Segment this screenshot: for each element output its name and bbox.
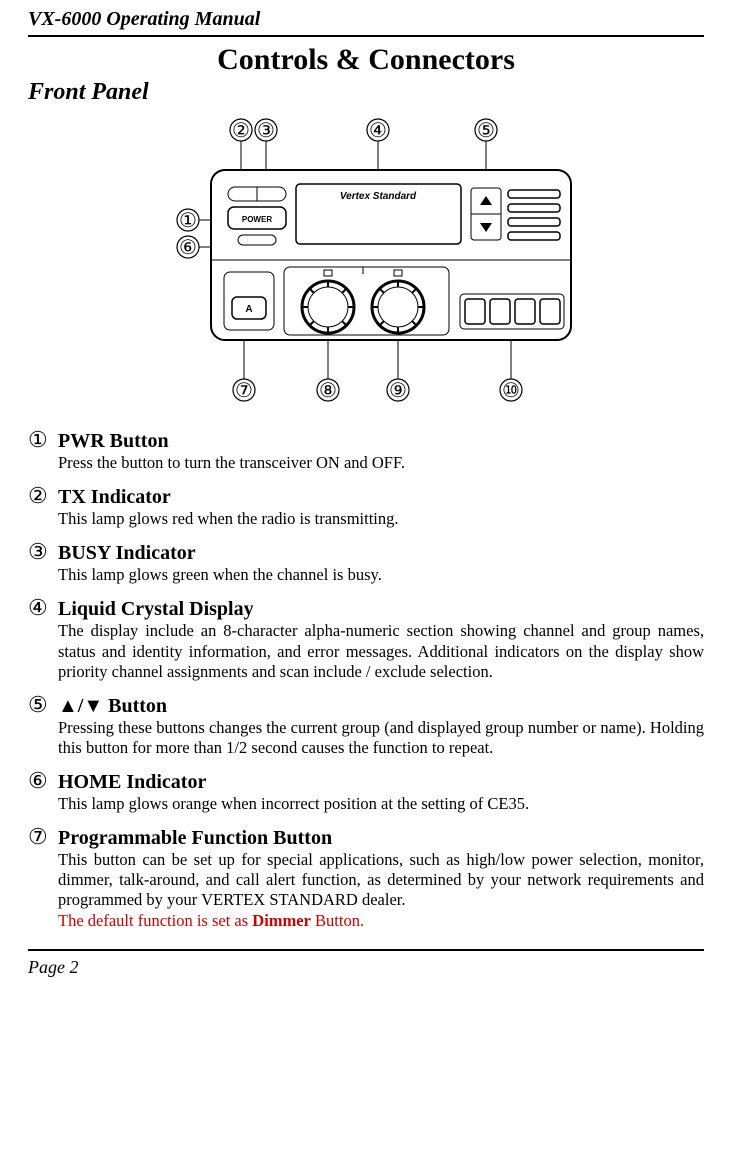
item-updown-button: ⑤ ▲/▼ Button Pressing these buttons chan…	[28, 692, 704, 758]
item-lcd: ④ Liquid Crystal Display The display inc…	[28, 595, 704, 681]
page-title: Controls & Connectors	[28, 43, 704, 77]
item-body: This lamp glows orange when incorrect po…	[58, 794, 704, 814]
item-body: The display include an 8-character alpha…	[58, 621, 704, 681]
prog-red-suffix: Button.	[311, 911, 364, 930]
item-title: BUSY Indicator	[58, 542, 196, 565]
callout-7: ⑦	[235, 380, 253, 402]
item-body: Press the button to turn the transceiver…	[58, 453, 704, 473]
callout-4: ④	[369, 120, 387, 142]
power-button-label: POWER	[242, 215, 272, 224]
display-text: Vertex Standard	[340, 191, 417, 202]
callout-1: ①	[179, 210, 197, 232]
callout-3: ③	[257, 120, 275, 142]
manual-header: VX-6000 Operating Manual	[28, 8, 704, 31]
section-title: Front Panel	[28, 79, 704, 106]
item-title: Programmable Function Button	[58, 827, 332, 850]
item-title: Liquid Crystal Display	[58, 598, 254, 621]
footer-rule	[28, 949, 704, 951]
item-body: This lamp glows red when the radio is tr…	[58, 509, 704, 529]
prog-body-main: This button can be set up for special ap…	[58, 850, 704, 909]
item-number: ①	[28, 427, 58, 453]
header-rule	[28, 35, 704, 37]
item-number: ②	[28, 483, 58, 509]
item-title: ▲/▼ Button	[58, 695, 167, 718]
item-pwr-button: ① PWR Button Press the button to turn th…	[28, 427, 704, 473]
callout-8: ⑧	[319, 380, 337, 402]
item-body: This button can be set up for special ap…	[58, 850, 704, 931]
item-title: TX Indicator	[58, 486, 171, 509]
item-number: ④	[28, 595, 58, 621]
item-tx-indicator: ② TX Indicator This lamp glows red when …	[28, 483, 704, 529]
a-button-label: A	[245, 304, 252, 315]
front-panel-diagram: ② ③ ④ ⑤ ① ⑥ ⑦ ⑧ ⑨	[28, 112, 704, 417]
callout-2: ②	[232, 120, 250, 142]
item-prog-func-button: ⑦ Programmable Function Button This butt…	[28, 824, 704, 931]
prog-red-prefix: The default function is set as	[58, 911, 252, 930]
callout-9: ⑨	[389, 380, 407, 402]
item-number: ⑦	[28, 824, 58, 850]
item-title: HOME Indicator	[58, 771, 206, 794]
item-title: PWR Button	[58, 430, 169, 453]
item-body: Pressing these buttons changes the curre…	[58, 718, 704, 758]
callout-10: ⑩	[502, 380, 520, 402]
item-number: ⑤	[28, 692, 58, 718]
callout-6: ⑥	[179, 237, 197, 259]
item-number: ③	[28, 539, 58, 565]
prog-red-bold: Dimmer	[252, 911, 311, 930]
page-number: Page 2	[28, 957, 704, 978]
item-number: ⑥	[28, 768, 58, 794]
item-home-indicator: ⑥ HOME Indicator This lamp glows orange …	[28, 768, 704, 814]
item-body: This lamp glows green when the channel i…	[58, 565, 704, 585]
item-busy-indicator: ③ BUSY Indicator This lamp glows green w…	[28, 539, 704, 585]
callout-5: ⑤	[477, 120, 495, 142]
